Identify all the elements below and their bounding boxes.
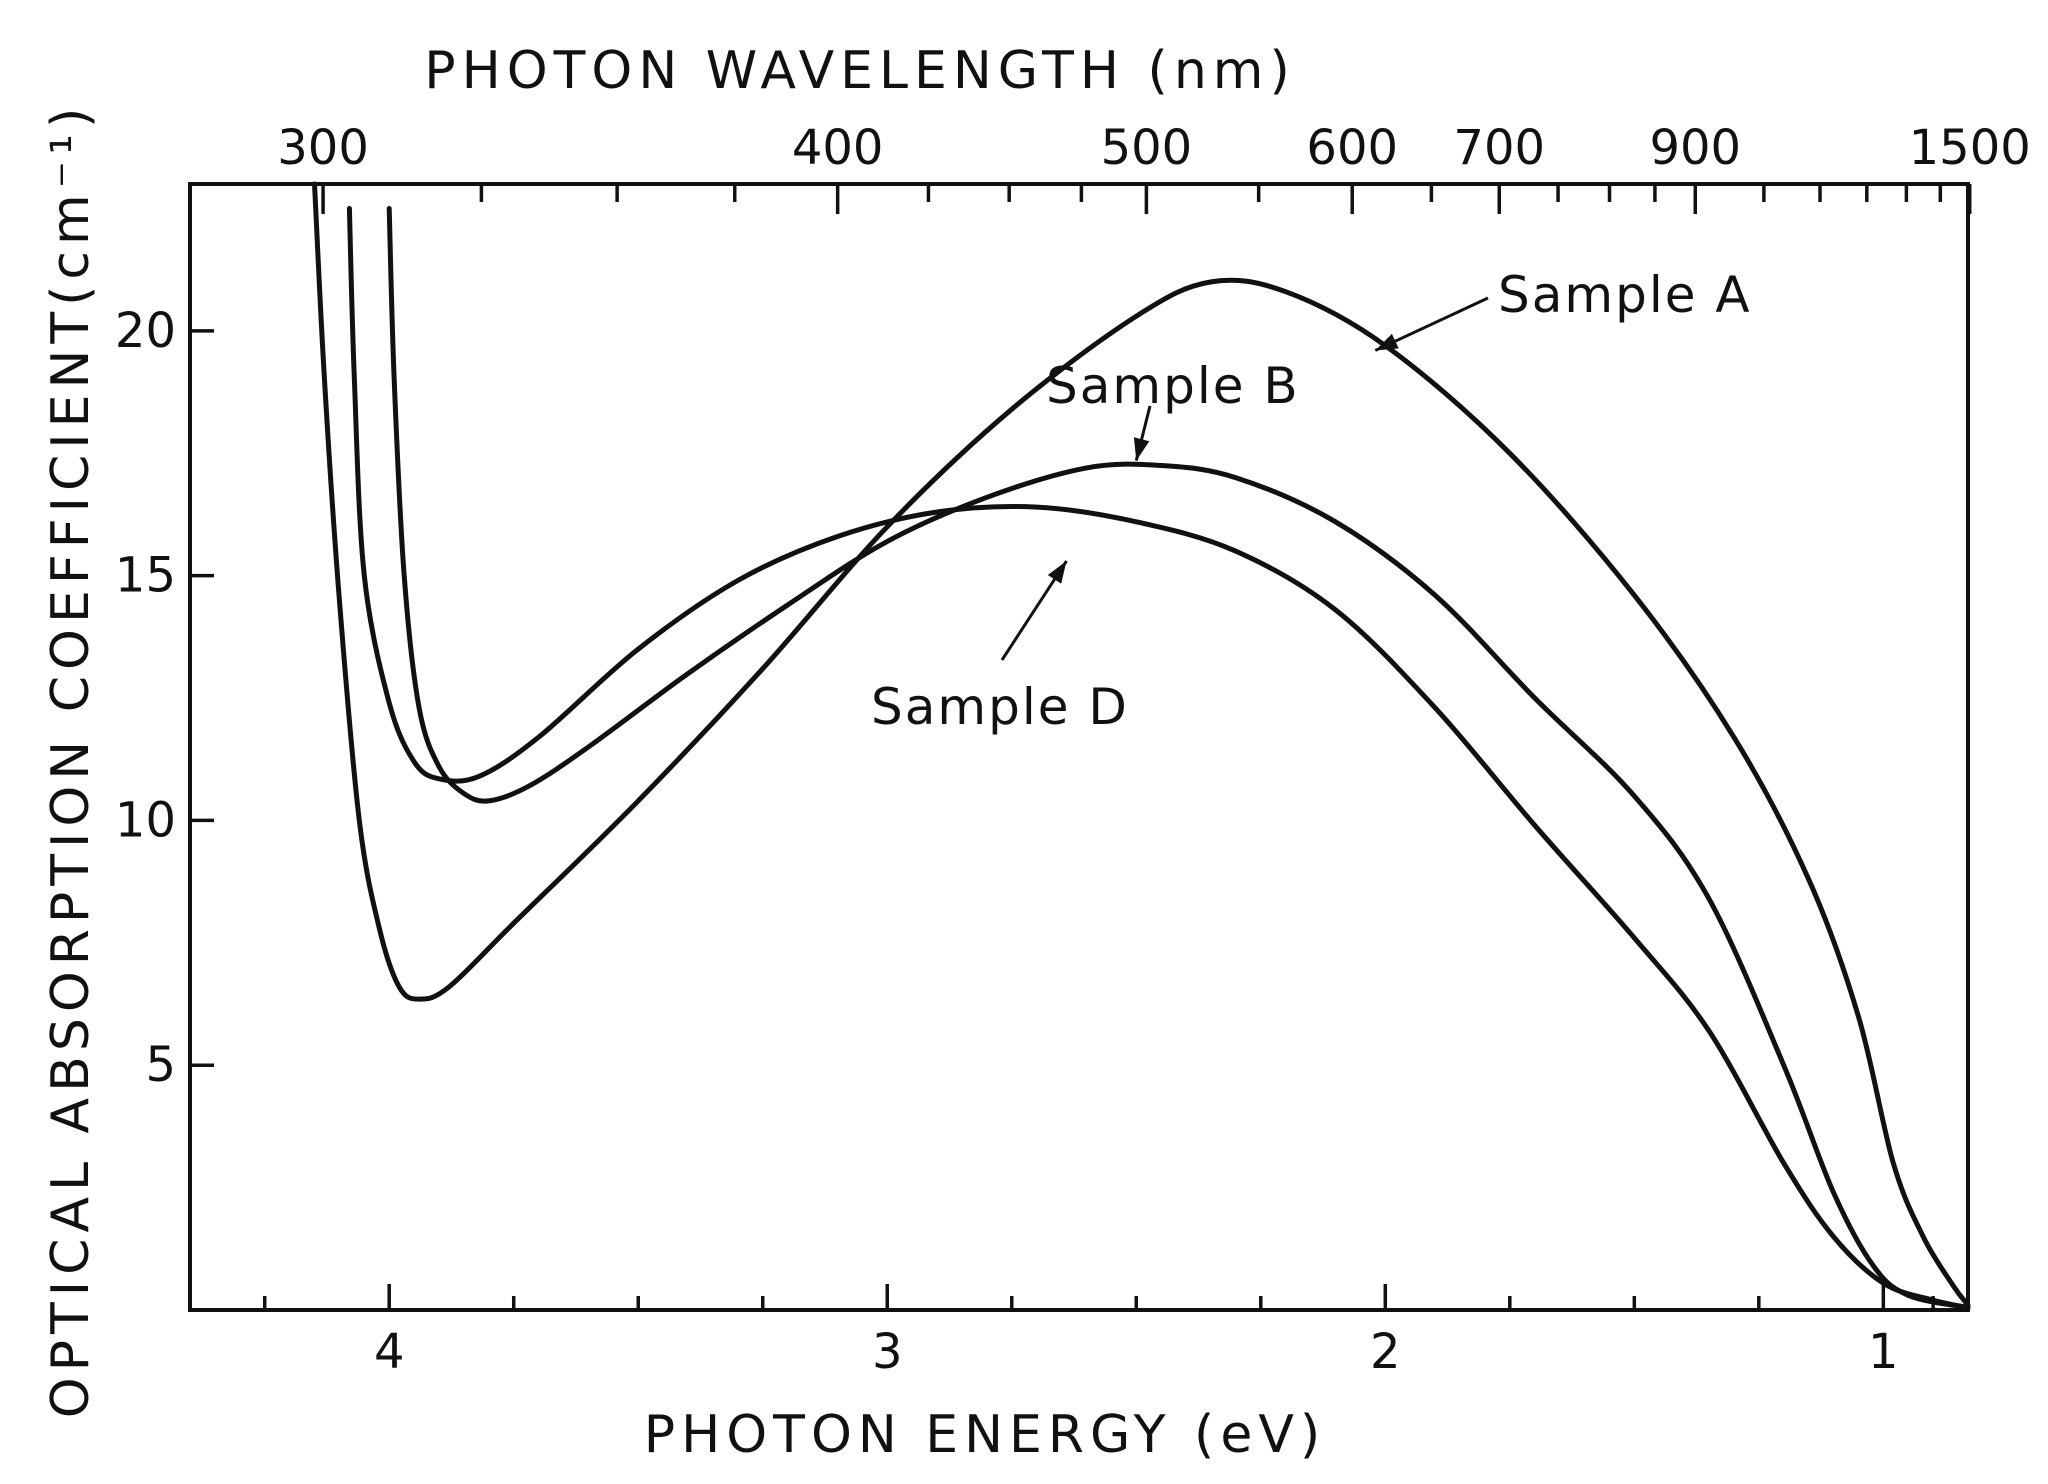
sample-b-label: Sample B <box>1046 357 1300 415</box>
sample-a-arrowhead <box>1375 333 1399 351</box>
curves-layer <box>312 181 1971 1311</box>
sample-d-arrowhead <box>1047 561 1067 584</box>
y-axis-title: OPTICAL ABSORPTION COEFFICIENT(cm⁻¹) <box>41 102 101 1419</box>
x-tick-label: 2 <box>1370 1324 1401 1380</box>
y-tick-label: 15 <box>115 548 176 604</box>
x-tick-label: 1 <box>1868 1324 1899 1380</box>
x-tick-label: 3 <box>872 1324 903 1380</box>
sample-a-curve <box>312 181 1971 1308</box>
annotations-layer: Sample A Sample B Sample D <box>871 266 1752 736</box>
sample-d-label: Sample D <box>871 678 1129 736</box>
y-tick-label: 10 <box>115 792 176 848</box>
top-axis-title: PHOTON WAVELENGTH (nm) <box>424 41 1296 101</box>
sample-d-curve <box>346 206 1971 1311</box>
top-tick-label: 500 <box>1101 120 1193 176</box>
top-tick-label: 1500 <box>1909 120 2031 176</box>
top-tick-label: 400 <box>792 120 884 176</box>
x-axis-title: PHOTON ENERGY (eV) <box>644 1405 1326 1465</box>
sample-b-arrowhead <box>1133 437 1150 461</box>
sample-b-curve <box>386 206 1971 1311</box>
y-tick-label: 5 <box>145 1037 176 1093</box>
top-tick-label: 900 <box>1649 120 1741 176</box>
top-tick-label: 700 <box>1453 120 1545 176</box>
x-tick-label: 4 <box>374 1324 405 1380</box>
y-tick-label: 20 <box>115 303 176 359</box>
sample-a-label: Sample A <box>1498 266 1752 324</box>
top-tick-label: 300 <box>277 120 369 176</box>
plot-frame <box>188 182 1970 1312</box>
top-tick-label: 600 <box>1306 120 1398 176</box>
